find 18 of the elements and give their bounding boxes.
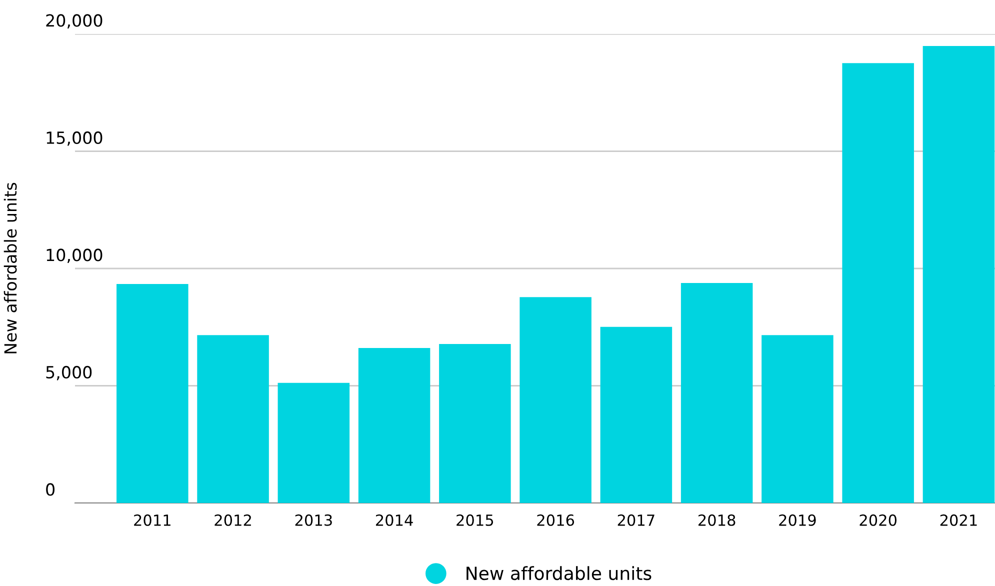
x-tick-label: 2012 — [214, 514, 251, 526]
x-tick-label: 2018 — [698, 514, 736, 526]
legend-label: New affordable units — [466, 566, 652, 580]
x-tick-label: 2020 — [860, 514, 897, 526]
x-tick-label: 2019 — [779, 514, 816, 526]
x-tick-label: 2013 — [295, 514, 332, 526]
y-tick-label: 20,000 — [46, 14, 102, 28]
y-tick-label: 15,000 — [46, 131, 102, 146]
x-tick-label: 2014 — [376, 514, 413, 526]
x-tick-label: 2016 — [537, 514, 574, 526]
x-tick-label: 2011 — [134, 514, 170, 526]
y-tick-label: 5,000 — [46, 366, 92, 380]
y-axis-title: New affordable units — [4, 182, 17, 354]
x-tick-label: 2017 — [618, 514, 654, 526]
x-tick-label: 2021 — [940, 514, 977, 526]
y-tick-label: 0 — [46, 483, 54, 496]
x-tick-label: 2015 — [456, 514, 494, 526]
y-tick-label: 10,000 — [46, 248, 102, 263]
